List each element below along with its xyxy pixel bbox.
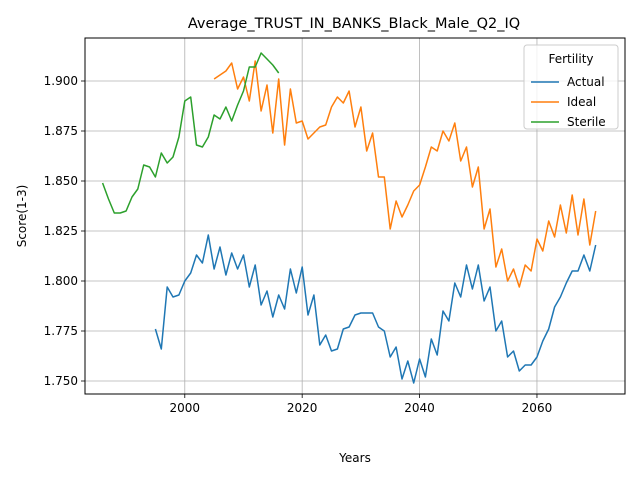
y-axis-title: Score(1-3) (15, 185, 29, 248)
x-tick-label: 2040 (404, 401, 435, 415)
y-tick-label: 1.825 (44, 224, 78, 238)
y-tick-label: 1.900 (44, 74, 78, 88)
x-tick-label: 2020 (287, 401, 318, 415)
x-axis-title: Years (338, 451, 371, 465)
legend-label-ideal: Ideal (567, 95, 596, 109)
y-tick-label: 1.775 (44, 324, 78, 338)
y-tick-label: 1.750 (44, 374, 78, 388)
y-tick-label: 1.850 (44, 174, 78, 188)
legend-title: Fertility (548, 52, 593, 66)
x-axis: 2000 2020 2040 2060 (170, 394, 553, 415)
series-line-ideal (213, 60, 597, 288)
series-line-sterile (101, 52, 280, 214)
plot-frame (84, 37, 626, 395)
legend: Fertility Actual Ideal Sterile (523, 44, 619, 130)
legend-label-actual: Actual (567, 75, 605, 89)
x-tick-label: 2000 (170, 401, 201, 415)
y-tick-label: 1.800 (44, 274, 78, 288)
series-line-actual (154, 234, 597, 384)
y-axis: 1.750 1.775 1.800 1.825 1.850 1.875 1.900 (44, 74, 85, 388)
legend-box (523, 44, 619, 130)
legend-label-sterile: Sterile (567, 115, 606, 129)
chart-title: Average_TRUST_IN_BANKS_Black_Male_Q2_IQ (188, 16, 520, 32)
y-tick-label: 1.875 (44, 124, 78, 138)
series-layer (101, 52, 597, 384)
x-tick-label: 2060 (522, 401, 553, 415)
